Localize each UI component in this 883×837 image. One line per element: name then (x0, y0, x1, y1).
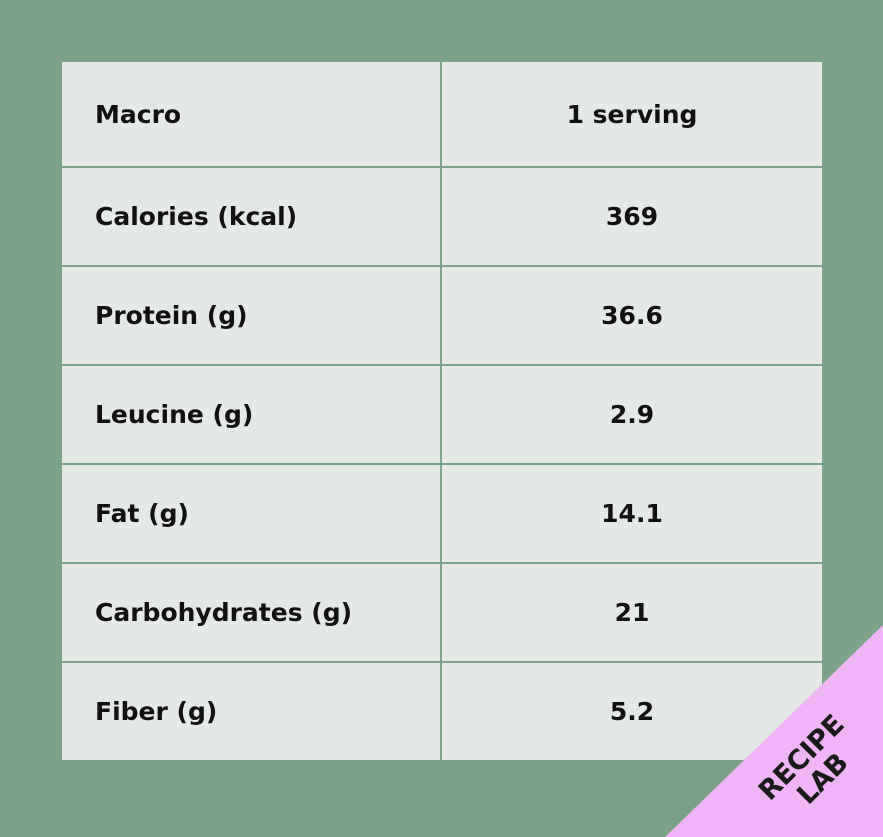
label-cell: Leucine (g) (62, 365, 442, 465)
value-cell: 36.6 (440, 265, 822, 366)
data-row: Carbohydrates (g) 21 (62, 562, 822, 663)
label-cell: Fiber (g) (62, 662, 442, 760)
label-cell: Calories (kcal) (62, 167, 442, 267)
data-row: Protein (g) 36.6 (62, 265, 822, 366)
value-cell: 369 (440, 166, 822, 267)
value-cell: 2.9 (440, 364, 822, 465)
value-cell: 1 serving (441, 62, 822, 168)
value-cell: 21 (440, 562, 822, 663)
badge-corner (665, 625, 883, 837)
label-cell: Carbohydrates (g) (62, 563, 442, 663)
macro-table: Macro 1 serving Calories (kcal) 369 Protein … (62, 62, 822, 760)
data-row: Fat (g) 14.1 (62, 463, 822, 564)
data-row: Fiber (g) 5.2 (62, 661, 822, 760)
value-cell: 14.1 (440, 463, 822, 564)
value-cell: 5.2 (440, 661, 822, 760)
label-cell: Protein (g) (62, 266, 442, 366)
data-row: Calories (kcal) 369 (62, 166, 822, 267)
data-row: Leucine (g) 2.9 (62, 364, 822, 465)
label-cell: Fat (g) (62, 464, 442, 564)
header-row: Macro 1 serving (62, 62, 822, 168)
label-cell: Macro (62, 62, 442, 168)
